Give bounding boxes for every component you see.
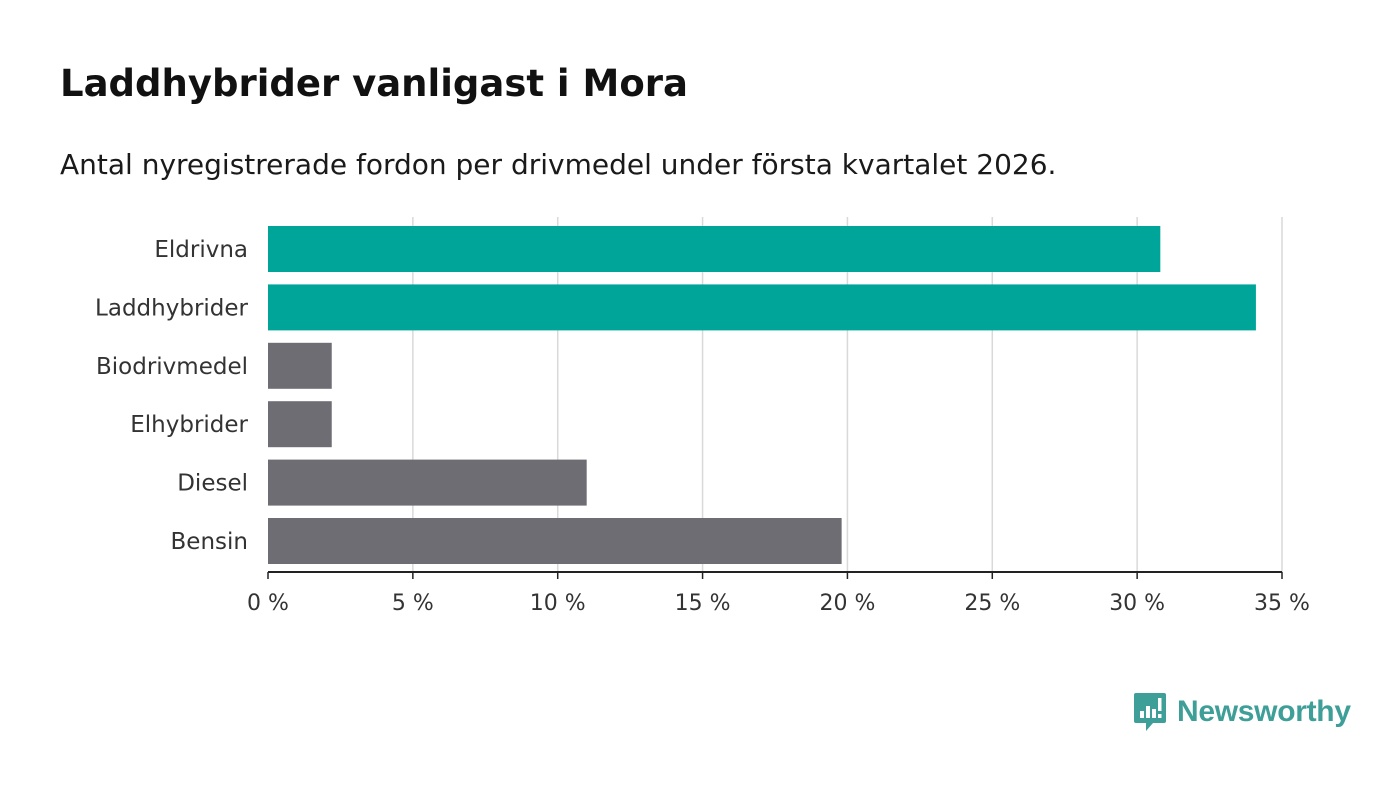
logo-text: Newsworthy — [1177, 695, 1351, 728]
bar-bensin — [268, 518, 842, 564]
bars — [268, 226, 1256, 564]
bar-biodrivmedel — [268, 342, 332, 389]
category-label: Bensin — [171, 529, 248, 555]
chart-subtitle: Antal nyregistrerade fordon per drivmede… — [60, 148, 1057, 181]
category-label: Eldrivna — [154, 237, 248, 263]
x-tick-label: 35 % — [1254, 591, 1310, 616]
bar-laddhybrider — [268, 284, 1256, 331]
x-tick-label: 10 % — [530, 591, 586, 616]
gridlines — [412, 217, 1283, 572]
x-tick-label: 0 % — [247, 591, 289, 616]
bar-eldrivna — [268, 226, 1161, 272]
category-labels: Eldrivna Laddhybrider Biodrivmedel Elhybrid… — [95, 237, 248, 555]
category-label: Laddhybrider — [95, 295, 248, 321]
x-tick-label: 5 % — [392, 591, 434, 616]
category-label: Elhybrider — [130, 412, 248, 438]
bar-elhybrider — [268, 401, 332, 448]
x-tick-label: 25 % — [964, 591, 1020, 616]
x-tick-label: 15 % — [675, 591, 731, 616]
category-label: Biodrivmedel — [96, 354, 248, 380]
chart-title: Laddhybrider vanligast i Mora — [60, 62, 688, 105]
bar-diesel — [268, 459, 587, 506]
x-tick-label: 20 % — [819, 591, 875, 616]
category-label: Diesel — [177, 471, 248, 497]
newsworthy-logo: Newsworthy — [1133, 692, 1351, 732]
x-axis: 0 % 5 % 10 % 15 % 20 % 25 % 30 % 35 % — [247, 571, 1310, 616]
x-tick-label: 30 % — [1109, 591, 1165, 616]
chart-bubble-icon — [1134, 693, 1166, 731]
